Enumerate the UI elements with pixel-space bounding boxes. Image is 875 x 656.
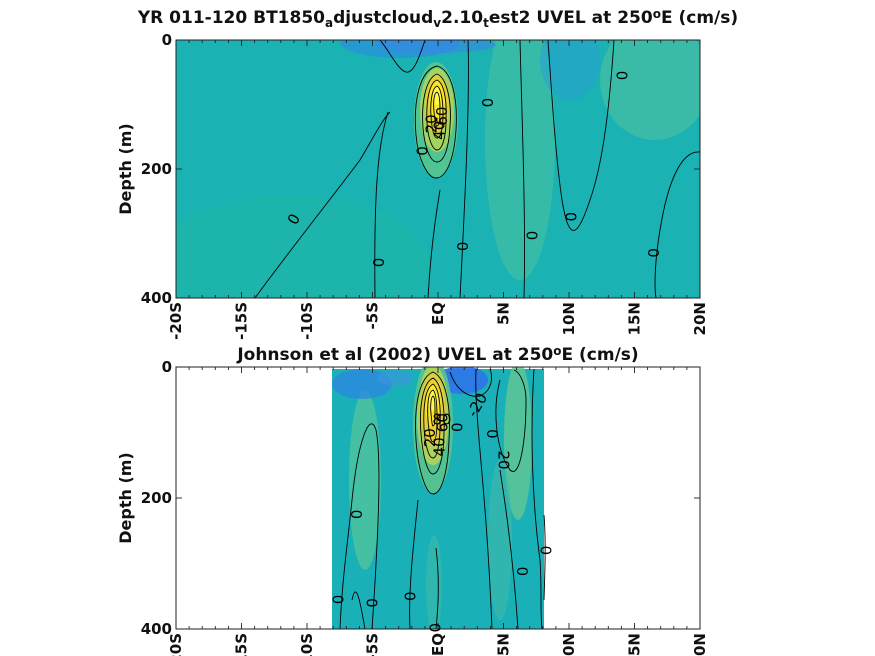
title-segment: djustcloud <box>333 8 433 28</box>
tick-marks-model <box>175 39 701 299</box>
contour-label: 60 <box>433 107 451 126</box>
contour-label: 0 <box>454 242 472 252</box>
y-tick-label: 200 <box>141 489 172 507</box>
x-tick-label: 20N <box>691 302 709 335</box>
x-tick-label: -20S <box>167 302 185 340</box>
y-tick-labels-model: 0 200 400 <box>141 31 172 307</box>
x-tick-label: -15S <box>233 633 251 656</box>
y-tick-labels-observations: 0 200 400 <box>141 358 172 638</box>
x-tick-label: 5N <box>495 302 513 325</box>
contour-label: 20 <box>495 450 513 469</box>
title-segment: v <box>433 16 441 30</box>
contour-label: 0 <box>538 546 556 556</box>
y-axis-label-observations: Depth (m) <box>116 452 135 544</box>
title-segment: o <box>653 7 661 21</box>
panel-model: YR 011-120 BT1850adjustcloudv2.10test2 U… <box>116 7 738 340</box>
x-tick-label: 10N <box>560 633 578 656</box>
title-segment: 2.10 <box>441 8 483 28</box>
y-tick-label: 0 <box>162 358 172 376</box>
title-segment: est2 UVEL at 250 <box>489 8 653 28</box>
heatmap-field-model <box>176 40 700 298</box>
x-tick-label: 20N <box>691 633 709 656</box>
contour-label: 0 <box>614 71 632 81</box>
title-segment: YR 011-120 BT1850 <box>137 8 325 28</box>
x-tick-label: 5N <box>495 633 513 656</box>
tick-marks-observations <box>175 366 701 630</box>
contour-label: 0 <box>364 598 382 608</box>
contour-label: 0 <box>348 510 366 520</box>
contour-label: 40 <box>430 121 448 140</box>
contour-label: 0 <box>645 248 663 258</box>
contour-label: 0 <box>514 567 532 577</box>
x-tick-label: EQ <box>429 633 447 656</box>
contour-label: 40 <box>430 437 448 456</box>
title-segment: a <box>325 16 333 30</box>
x-tick-label: 10N <box>560 302 578 335</box>
y-tick-label: 200 <box>141 160 172 178</box>
y-tick-label: 400 <box>141 289 172 307</box>
contour-label: 0 <box>484 429 502 439</box>
x-tick-label: 15N <box>626 633 644 656</box>
y-tick-label: 0 <box>162 31 172 49</box>
title-segment: o <box>553 344 561 358</box>
x-tick-label: 15N <box>626 302 644 335</box>
contour-label: 0 <box>449 422 467 432</box>
title-segment: E (cm/s) <box>661 8 738 28</box>
contour-label: 0 <box>413 146 431 156</box>
y-tick-label: 400 <box>141 620 172 638</box>
contour-label: 60 <box>434 413 452 432</box>
x-tick-label: -10S <box>298 302 316 340</box>
contours-observations <box>339 368 546 629</box>
x-tick-label: -10S <box>298 633 316 656</box>
x-tick-label: -5S <box>364 302 382 329</box>
panel-model-title: YR 011-120 BT1850adjustcloudv2.10test2 U… <box>137 7 738 29</box>
x-tick-label: -20S <box>167 633 185 656</box>
contour-label: 20 <box>421 428 439 447</box>
x-tick-labels-observations: -20S -15S -10S -5S EQ 5N 10N 15N 20N <box>167 633 709 656</box>
title-segment: Johnson et al (2002) UVEL at 250 <box>236 345 553 365</box>
contour-label: 0 <box>523 231 541 241</box>
title-segment: t <box>483 16 489 30</box>
x-tick-labels-model: -20S -15S -10S -5S EQ 5N 10N 15N 20N <box>167 302 709 340</box>
contour-label: 0 <box>370 258 388 268</box>
x-tick-label: EQ <box>429 302 447 325</box>
y-axis-label-model: Depth (m) <box>116 123 135 215</box>
contour-label: 20 <box>422 114 440 133</box>
panel-observations-title: Johnson et al (2002) UVEL at 250oE (cm/s… <box>236 344 638 365</box>
contour-label: 0 <box>329 595 347 605</box>
contour-label: 0 <box>479 98 497 108</box>
contour-label: 0 <box>563 212 581 222</box>
title-segment: E (cm/s) <box>561 345 638 365</box>
contour-label: 0 <box>426 623 444 633</box>
x-tick-label: -15S <box>233 302 251 340</box>
panel-observations: Johnson et al (2002) UVEL at 250oE (cm/s… <box>116 344 709 656</box>
contour-label: 80 <box>432 410 451 428</box>
x-tick-label: -5S <box>364 633 382 656</box>
contour-label: 0 <box>401 591 419 601</box>
heatmap-field-observations <box>332 367 544 629</box>
contours-model <box>254 40 700 298</box>
